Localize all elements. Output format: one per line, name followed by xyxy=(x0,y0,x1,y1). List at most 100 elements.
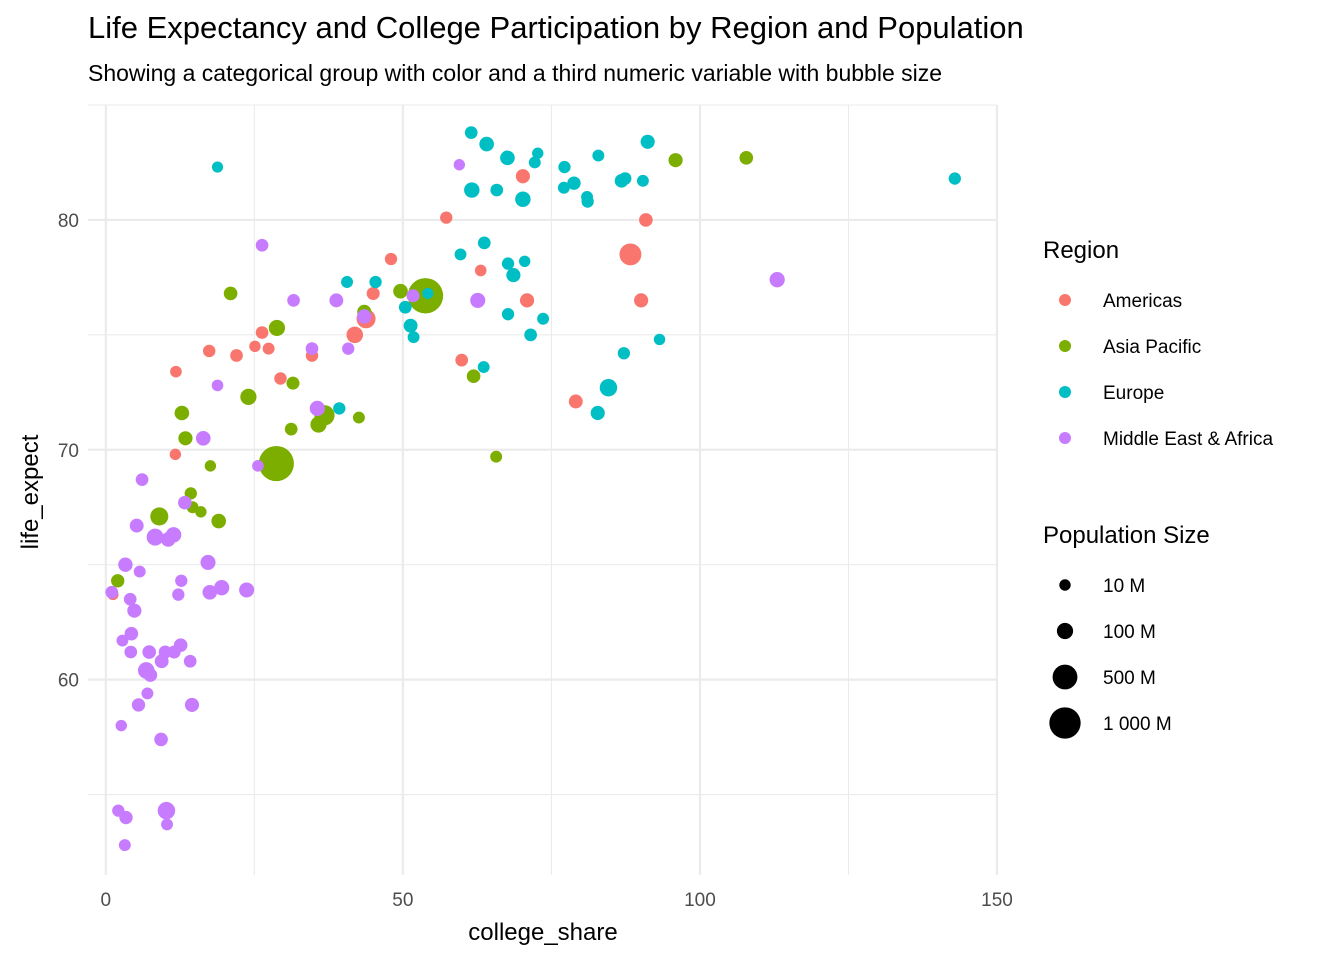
data-point-middle-east-africa xyxy=(161,818,173,831)
data-point-americas xyxy=(634,293,649,308)
data-point-middle-east-africa xyxy=(239,582,255,598)
data-point-americas xyxy=(568,394,583,409)
data-point-europe xyxy=(537,312,550,325)
data-point-middle-east-africa xyxy=(175,574,188,587)
data-point-americas xyxy=(619,243,642,266)
x-axis-title: college_share xyxy=(468,919,617,946)
data-point-asia-pacific xyxy=(284,422,298,436)
data-points xyxy=(105,126,961,852)
region-legend-label: Middle East & Africa xyxy=(1103,429,1273,450)
data-point-europe xyxy=(557,181,570,194)
data-point-americas xyxy=(230,349,243,362)
data-point-middle-east-africa xyxy=(119,810,133,825)
data-point-americas xyxy=(384,252,398,266)
population-size-legend: Population Size 10 M 100 M 500 M 1 000 M xyxy=(1043,522,1210,739)
data-point-asia-pacific xyxy=(240,388,257,406)
data-point-europe xyxy=(341,276,353,288)
data-point-americas xyxy=(519,293,535,308)
data-point-asia-pacific xyxy=(490,450,503,463)
data-point-asia-pacific xyxy=(466,369,481,384)
data-point-europe xyxy=(636,174,649,187)
size-legend-label: 100 M xyxy=(1103,622,1156,643)
data-point-asia-pacific xyxy=(268,319,286,337)
data-point-europe xyxy=(567,176,581,190)
data-point-asia-pacific xyxy=(258,445,294,482)
major-gridlines xyxy=(88,105,999,875)
data-point-middle-east-africa xyxy=(211,379,224,392)
data-point-americas xyxy=(515,169,530,184)
data-point-europe xyxy=(501,307,515,321)
size-legend-key xyxy=(1049,707,1081,739)
region-legend-label: Americas xyxy=(1103,291,1182,312)
data-point-middle-east-africa xyxy=(124,645,138,659)
y-tick-label: 70 xyxy=(58,441,79,462)
data-point-europe xyxy=(653,333,666,346)
data-point-americas xyxy=(262,342,275,355)
data-point-middle-east-africa xyxy=(769,272,785,288)
x-axis-ticks: 0 50 100 150 xyxy=(101,890,1013,911)
data-point-europe xyxy=(500,150,515,166)
data-point-americas xyxy=(170,365,182,378)
data-point-asia-pacific xyxy=(150,507,169,526)
data-point-europe xyxy=(506,268,521,283)
data-point-americas xyxy=(366,286,380,300)
data-point-europe xyxy=(398,300,412,314)
y-tick-label: 60 xyxy=(58,671,79,692)
data-point-middle-east-africa xyxy=(135,473,149,487)
data-point-europe xyxy=(464,126,478,139)
population-size-legend-title: Population Size xyxy=(1043,522,1210,549)
data-point-europe xyxy=(407,331,420,344)
data-point-middle-east-africa xyxy=(195,430,211,446)
data-point-middle-east-africa xyxy=(342,342,355,355)
x-tick-label: 50 xyxy=(392,890,413,911)
data-point-europe xyxy=(211,161,224,173)
data-point-europe xyxy=(477,236,491,250)
data-point-europe xyxy=(617,347,631,360)
data-point-europe xyxy=(422,287,434,300)
data-point-europe xyxy=(454,248,467,261)
data-point-middle-east-africa xyxy=(141,687,154,700)
chart-subtitle: Showing a categorical group with color a… xyxy=(88,60,943,86)
y-axis-title: life_expect xyxy=(17,434,44,549)
data-point-middle-east-africa xyxy=(165,527,182,543)
region-legend-key xyxy=(1059,432,1071,444)
region-legend-label: Europe xyxy=(1103,383,1164,404)
size-legend-key xyxy=(1056,622,1074,640)
data-point-europe xyxy=(528,156,541,169)
data-point-europe xyxy=(592,149,605,162)
data-point-middle-east-africa xyxy=(173,638,188,652)
data-point-middle-east-africa xyxy=(357,309,372,324)
data-point-middle-east-africa xyxy=(305,342,319,355)
data-point-middle-east-africa xyxy=(178,495,192,510)
size-legend-label: 1 000 M xyxy=(1103,714,1172,735)
data-point-middle-east-africa xyxy=(184,697,200,712)
data-point-asia-pacific xyxy=(352,411,365,424)
data-point-middle-east-africa xyxy=(124,626,139,641)
data-point-americas xyxy=(249,340,261,353)
data-point-middle-east-africa xyxy=(118,839,131,852)
data-point-middle-east-africa xyxy=(200,554,216,570)
data-point-americas xyxy=(455,353,469,367)
data-point-europe xyxy=(599,378,618,397)
data-point-middle-east-africa xyxy=(154,732,168,747)
data-point-middle-east-africa xyxy=(142,645,157,659)
region-legend-title: Region xyxy=(1043,237,1119,264)
data-point-europe xyxy=(948,172,961,185)
data-point-middle-east-africa xyxy=(133,565,146,578)
data-point-europe xyxy=(479,136,494,152)
data-point-europe xyxy=(558,160,571,174)
data-point-europe xyxy=(464,182,480,198)
data-point-asia-pacific xyxy=(739,151,754,165)
data-point-middle-east-africa xyxy=(129,518,144,533)
data-point-middle-east-africa xyxy=(172,588,185,601)
data-point-americas xyxy=(169,448,182,461)
data-point-asia-pacific xyxy=(174,405,190,421)
data-point-americas xyxy=(474,264,487,277)
data-point-middle-east-africa xyxy=(123,592,137,606)
data-point-europe xyxy=(524,328,537,342)
data-point-asia-pacific xyxy=(286,376,300,390)
data-point-europe xyxy=(403,318,418,333)
data-point-americas xyxy=(440,211,453,224)
data-point-middle-east-africa xyxy=(131,698,146,712)
